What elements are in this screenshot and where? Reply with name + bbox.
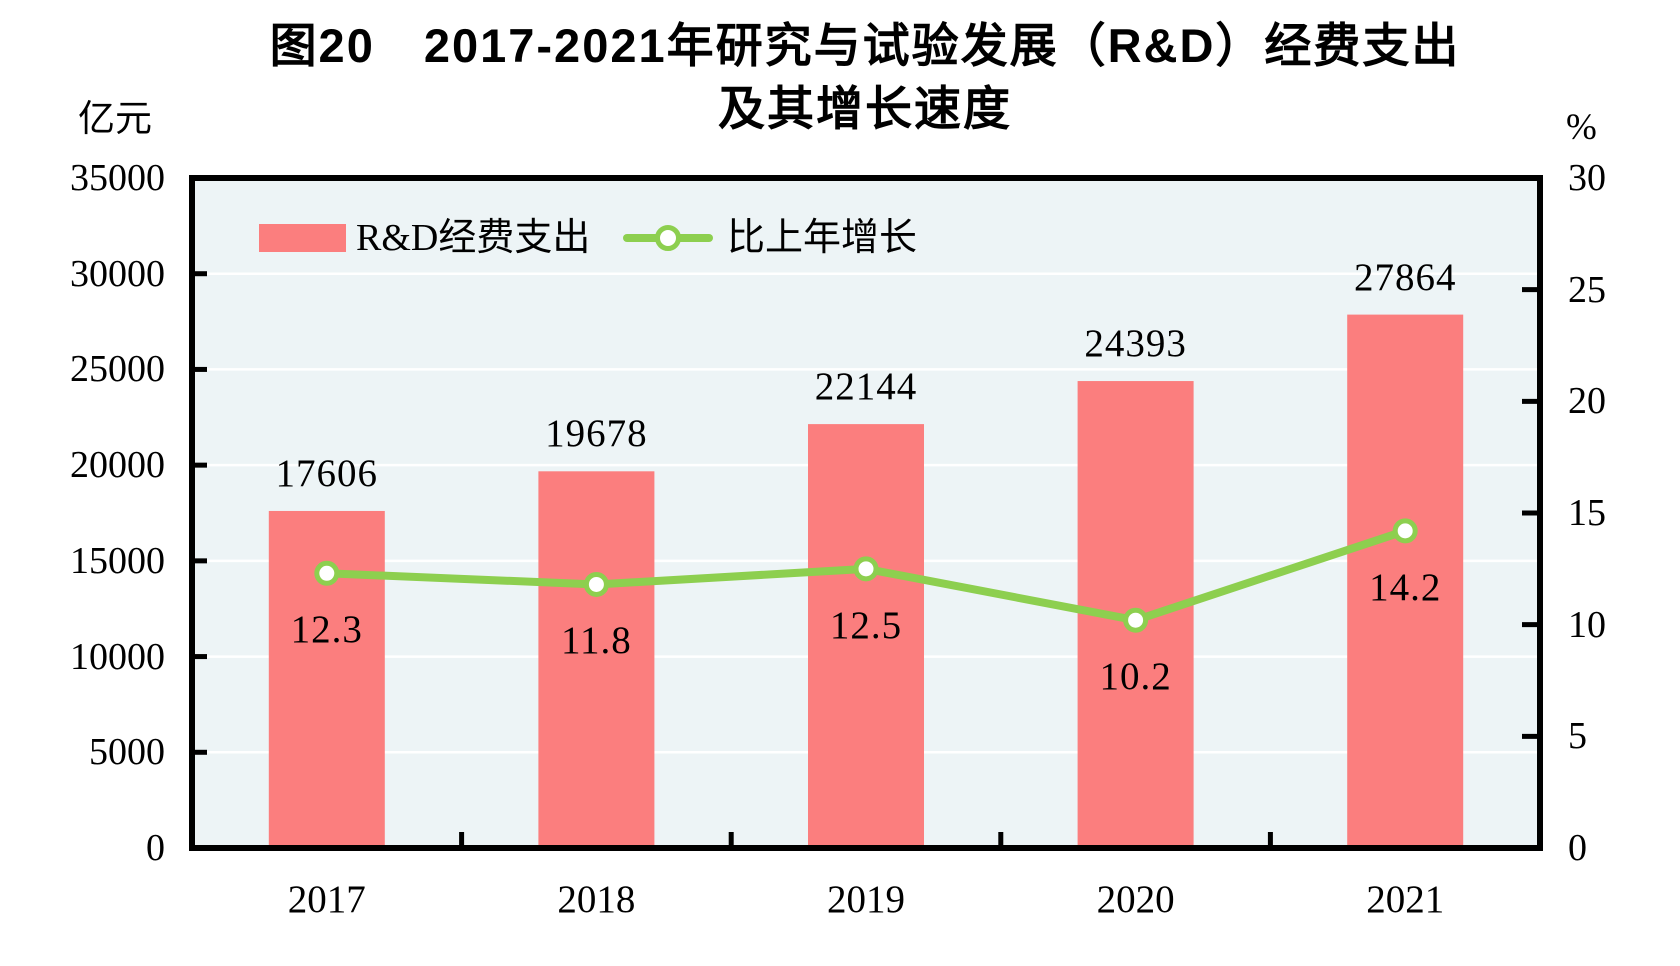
line-marker-2020 bbox=[1123, 607, 1149, 633]
bar-value-label-2018: 19678 bbox=[545, 412, 648, 456]
x-axis-category-label-2017: 2017 bbox=[287, 878, 366, 921]
chart-title: 图20 2017-2021年研究与试验发展（R&D）经费支出 及其增长速度 bbox=[50, 14, 1680, 140]
x-axis-category-label-2019: 2019 bbox=[827, 878, 905, 921]
line-marker-2021 bbox=[1392, 518, 1418, 544]
left-axis-tick-label: 25000 bbox=[70, 348, 165, 391]
chart-title-line2: 及其增长速度 bbox=[718, 82, 1012, 135]
chart-title-line1: 图20 2017-2021年研究与试验发展（R&D）经费支出 bbox=[269, 19, 1461, 72]
growth-value-label-2017: 12.3 bbox=[290, 608, 363, 652]
legend-bar-swatch bbox=[259, 224, 346, 252]
legend-line-label: 比上年增长 bbox=[727, 217, 918, 259]
right-axis-tick-label: 10 bbox=[1568, 603, 1606, 646]
right-axis-tick-label: 20 bbox=[1568, 380, 1606, 423]
left-axis-tick-label: 10000 bbox=[70, 635, 165, 678]
bar-value-label-2020: 24393 bbox=[1084, 322, 1187, 366]
right-axis-tick-label: 15 bbox=[1568, 492, 1606, 534]
legend: R&D经费支出 比上年增长 bbox=[0, 0, 1000, 259]
bar-value-label-2019: 22144 bbox=[814, 365, 918, 409]
right-axis-unit-label: % bbox=[1566, 107, 1597, 148]
bar-2019 bbox=[808, 424, 924, 848]
bar-2018 bbox=[538, 471, 655, 848]
bar-value-label-2021: 27864 bbox=[1353, 255, 1457, 299]
x-axis-category-label-2020: 2020 bbox=[1096, 878, 1175, 921]
x-axis-category-label-2021: 2021 bbox=[1366, 878, 1445, 921]
right-axis-tick-label: 25 bbox=[1568, 268, 1606, 311]
bar-2021 bbox=[1347, 314, 1464, 849]
legend-bar-label: R&D经费支出 bbox=[356, 217, 591, 259]
legend-line-marker-icon bbox=[655, 225, 681, 251]
left-axis-tick-label: 15000 bbox=[70, 539, 165, 582]
left-axis-tick-label: 20000 bbox=[70, 444, 165, 487]
left-axis-tick-label: 30000 bbox=[70, 252, 165, 295]
right-axis-tick-label: 5 bbox=[1568, 715, 1587, 758]
left-axis-tick-label: 35000 bbox=[70, 157, 165, 199]
line-marker-2017 bbox=[314, 560, 340, 586]
left-axis-unit-label: 亿元 bbox=[78, 99, 152, 140]
growth-value-label-2019: 12.5 bbox=[829, 603, 903, 647]
bar-value-label-2017: 17606 bbox=[275, 451, 379, 495]
x-axis-category-label-2018: 2018 bbox=[557, 878, 636, 921]
line-marker-2019 bbox=[853, 556, 879, 582]
growth-value-label-2021: 14.2 bbox=[1369, 565, 1442, 609]
left-axis-tick-label: 0 bbox=[146, 827, 165, 869]
growth-value-label-2020: 10.2 bbox=[1099, 655, 1172, 699]
left-axis-tick-label: 5000 bbox=[89, 731, 165, 774]
right-axis-tick-label: 0 bbox=[1568, 827, 1587, 869]
growth-value-label-2018: 11.8 bbox=[560, 619, 632, 663]
line-marker-2018 bbox=[583, 571, 609, 597]
right-axis-tick-label: 30 bbox=[1568, 157, 1606, 199]
